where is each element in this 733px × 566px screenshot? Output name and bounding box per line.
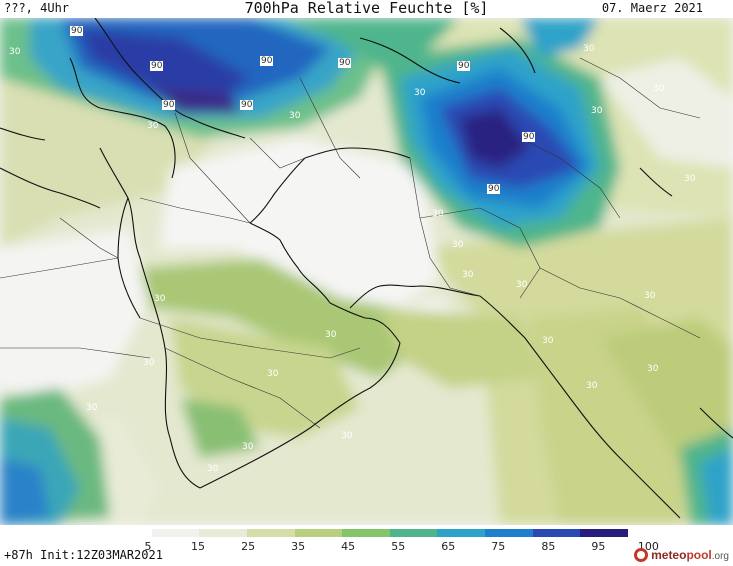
humidity-fields	[0, 18, 733, 525]
contour-label-90: 90	[150, 61, 164, 71]
contour-label-90: 90	[522, 132, 536, 142]
map-canvas	[0, 18, 733, 525]
colorbar-segment	[437, 529, 486, 537]
header: ???, 4Uhr 700hPa Relative Feuchte [%] 07…	[0, 0, 733, 18]
contour-label-30: 30	[432, 209, 444, 219]
logo-brand-pool: pool	[686, 548, 712, 562]
contour-label-30: 30	[147, 121, 159, 131]
colorbar-tick-label: 65	[441, 540, 456, 553]
contour-label-30: 30	[586, 381, 598, 391]
contour-label-30: 30	[516, 280, 528, 290]
humidity-colorbar	[104, 529, 629, 537]
contour-label-90: 90	[457, 61, 471, 71]
contour-label-90: 90	[487, 184, 501, 194]
contour-label-30: 30	[462, 270, 474, 280]
colorbar-segment	[532, 529, 581, 537]
logo-brand: meteo	[651, 548, 687, 562]
contour-label-30: 30	[289, 111, 301, 121]
meteopool-logo-icon	[634, 548, 649, 562]
contour-label-30: 30	[341, 431, 353, 441]
colorbar-segment	[342, 529, 391, 537]
contour-label-30: 30	[242, 442, 254, 452]
valid-date-label: 07. Maerz 2021	[601, 1, 703, 15]
contour-label-30: 30	[653, 84, 665, 94]
contour-label-30: 30	[591, 106, 603, 116]
colorbar-segment	[485, 529, 534, 537]
colorbar-segment	[151, 529, 200, 537]
contour-label-30: 30	[684, 174, 696, 184]
contour-label-90: 90	[70, 26, 84, 36]
contour-label-30: 30	[207, 464, 219, 474]
contour-label-90: 90	[260, 56, 274, 66]
humidity-map: 90 90 90 90 90 90 90 90 90 30 30 30 30 3…	[0, 18, 733, 525]
contour-label-30: 30	[542, 336, 554, 346]
valid-time-label: ???, 4Uhr	[4, 1, 70, 15]
contour-label-30: 30	[583, 44, 595, 54]
colorbar-tick-label: 5	[144, 540, 152, 553]
contour-label-30: 30	[86, 403, 98, 413]
map-title: 700hPa Relative Feuchte [%]	[244, 0, 489, 17]
colorbar-tick-label: 45	[341, 540, 356, 553]
coastlines	[0, 18, 733, 519]
contour-label-30: 30	[154, 294, 166, 304]
country-borders	[0, 57, 701, 429]
colorbar-tick-label: 35	[291, 540, 306, 553]
colorbar-segment	[580, 529, 629, 537]
contour-label-90: 90	[338, 58, 352, 68]
colorbar-tick-label: 95	[591, 540, 606, 553]
init-time-label: +87h Init:12Z03MAR2021	[4, 548, 163, 562]
colorbar-tick-label: 85	[541, 540, 556, 553]
colorbar-tick-label: 25	[241, 540, 256, 553]
logo-tld: .org	[711, 551, 729, 562]
colorbar-segment	[104, 529, 153, 537]
contour-label-30: 30	[325, 330, 337, 340]
colorbar-tick-label: 55	[391, 540, 406, 553]
colorbar-segment	[294, 529, 343, 537]
contour-label-30: 30	[414, 88, 426, 98]
contour-label-90: 90	[162, 100, 176, 110]
contour-label-30: 30	[644, 291, 656, 301]
meteopool-logo[interactable]: meteopool.org	[634, 546, 729, 564]
contour-label-30: 30	[267, 369, 279, 379]
contour-label-30: 30	[9, 47, 21, 57]
contour-label-90: 90	[240, 100, 254, 110]
contour-label-30: 30	[143, 358, 155, 368]
colorbar-tick-label: 75	[491, 540, 506, 553]
colorbar-segment	[389, 529, 438, 537]
colorbar-tick-label: 15	[191, 540, 206, 553]
contour-label-30: 30	[647, 364, 659, 374]
colorbar-segment	[246, 529, 296, 537]
contour-label-30: 30	[452, 240, 464, 250]
colorbar-segment	[199, 529, 248, 537]
